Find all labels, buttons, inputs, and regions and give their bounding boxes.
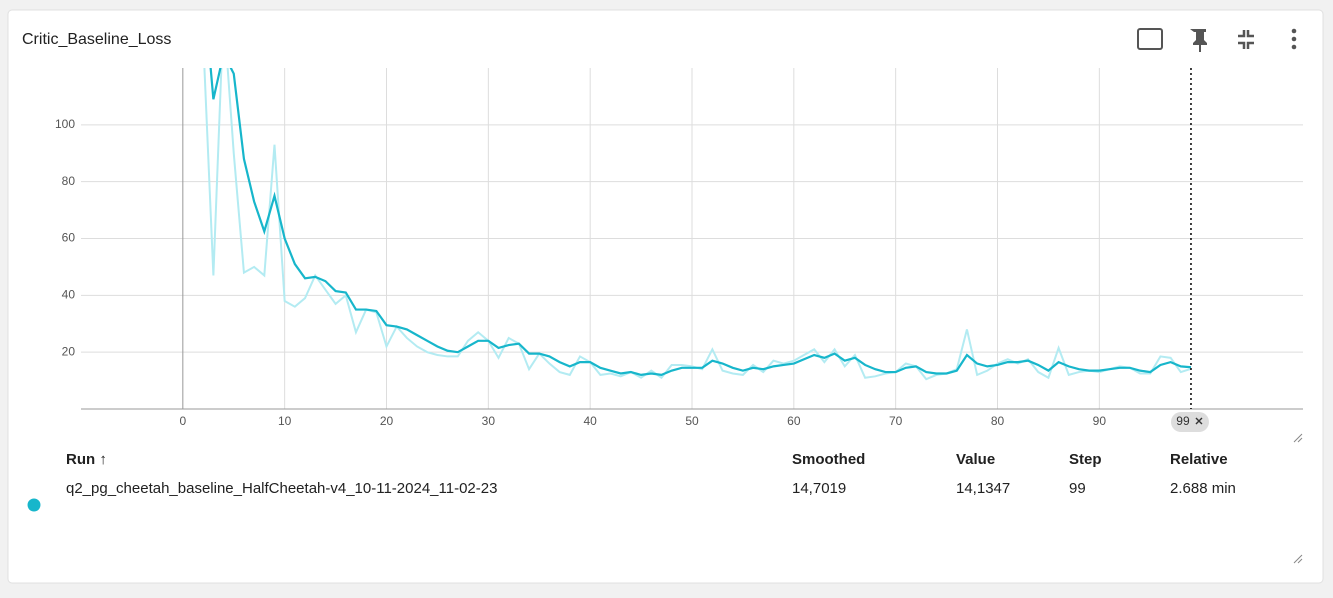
cell: 14,1347 (956, 480, 1010, 497)
x-tick-label: 20 (380, 414, 394, 428)
card-title: Critic_Baseline_Loss (22, 31, 171, 48)
y-tick-label: 20 (62, 344, 76, 358)
cursor-badge (1170, 412, 1209, 432)
x-tick-label: 0 (179, 414, 186, 428)
card-bg (7, 9, 1324, 584)
x-tick-label: 10 (278, 414, 292, 428)
x-tick-label: 90 (1093, 414, 1107, 428)
column-header[interactable]: Relative (1170, 451, 1228, 468)
cell: 99 (1069, 480, 1086, 497)
y-tick-label: 40 (62, 288, 76, 302)
cell: 14,7019 (792, 480, 846, 497)
cursor-label: 99 (1176, 414, 1190, 428)
y-tick-label: 60 (62, 231, 76, 245)
series-line (209, 68, 1192, 377)
run-color-dot (27, 498, 41, 512)
x-tick-label: 60 (787, 414, 801, 428)
x-tick-label: 80 (991, 414, 1005, 428)
collapse-icon[interactable] (1238, 30, 1254, 49)
column-header[interactable]: Value (956, 451, 995, 468)
column-header[interactable]: Run ↑ (66, 451, 107, 468)
plot (203, 68, 1192, 381)
y-tick-label: 100 (55, 117, 75, 131)
column-header[interactable]: Step (1069, 451, 1102, 468)
cell: 2.688 min (1170, 480, 1236, 497)
cell: q2_pg_cheetah_baseline_HalfCheetah-v4_10… (66, 480, 497, 497)
pin-icon[interactable] (1190, 29, 1207, 52)
fit-icon[interactable] (1137, 28, 1163, 50)
cursor-close[interactable] (1195, 417, 1203, 425)
resize-handle[interactable] (1293, 433, 1303, 564)
more-icon[interactable] (1291, 28, 1297, 50)
x-tick-label: 30 (482, 414, 496, 428)
y-tick-label: 80 (62, 174, 76, 188)
grid: 20 40 60 80 100 0 10 20 30 40 50 60 70 80 90 (55, 68, 1303, 428)
column-header[interactable]: Smoothed (792, 451, 865, 468)
x-tick-label: 40 (583, 414, 597, 428)
x-tick-label: 50 (685, 414, 699, 428)
run-table: Run ↑ Smoothed Value Step Relative q2_pg_chee… (27, 451, 1236, 512)
x-tick-label: 70 (889, 414, 903, 428)
